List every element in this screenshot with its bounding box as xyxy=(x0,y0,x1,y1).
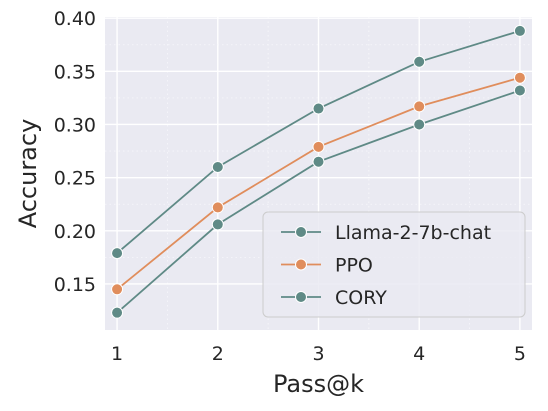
legend-entry: Llama-2-7b-chat xyxy=(281,222,491,244)
y-tick-label: 0.35 xyxy=(54,61,96,83)
legend-label: PPO xyxy=(335,255,373,277)
data-point xyxy=(211,218,224,231)
legend: Llama-2-7b-chat PPO CORY xyxy=(262,211,526,318)
data-point xyxy=(413,55,426,68)
data-point xyxy=(312,140,325,153)
y-tick-label: 0.20 xyxy=(54,221,96,243)
legend-label: Llama-2-7b-chat xyxy=(335,222,491,244)
x-tick-label: 3 xyxy=(312,343,324,365)
x-tick-label: 1 xyxy=(111,343,123,365)
data-point xyxy=(312,102,325,115)
data-point xyxy=(413,100,426,113)
legend-marker xyxy=(295,258,307,271)
data-point xyxy=(111,247,124,260)
data-point xyxy=(513,24,526,37)
y-tick-label: 0.40 xyxy=(54,8,96,30)
legend-entry: CORY xyxy=(281,287,387,309)
y-tick-label: 0.30 xyxy=(54,114,96,136)
legend-entry: PPO xyxy=(281,255,373,277)
data-point xyxy=(111,283,124,296)
data-point xyxy=(211,161,224,174)
x-axis-label: Pass@k xyxy=(273,370,364,398)
data-point xyxy=(111,306,124,319)
data-point xyxy=(312,155,325,168)
x-tick-label: 5 xyxy=(514,343,526,365)
data-point xyxy=(211,201,224,214)
data-point xyxy=(513,71,526,84)
data-point xyxy=(413,118,426,131)
series-cory xyxy=(111,84,526,319)
y-tick-label: 0.15 xyxy=(54,274,96,296)
series-layer xyxy=(111,24,526,319)
x-tick-label: 2 xyxy=(212,343,224,365)
series-ppo xyxy=(111,71,526,296)
x-tick-label: 4 xyxy=(413,343,425,365)
legend-marker xyxy=(295,291,307,303)
grid xyxy=(105,17,532,330)
legend-label: CORY xyxy=(335,287,387,309)
series-llama-2-7b-chat xyxy=(111,24,526,260)
tick-labels: 1 2 3 4 5 0.15 0.20 0.25 0.30 0.35 0.40 xyxy=(54,8,526,365)
y-tick-label: 0.25 xyxy=(54,168,96,190)
legend-box xyxy=(262,211,526,318)
data-point xyxy=(513,84,526,97)
legend-marker xyxy=(295,226,307,238)
y-axis-label: Accuracy xyxy=(14,119,42,229)
